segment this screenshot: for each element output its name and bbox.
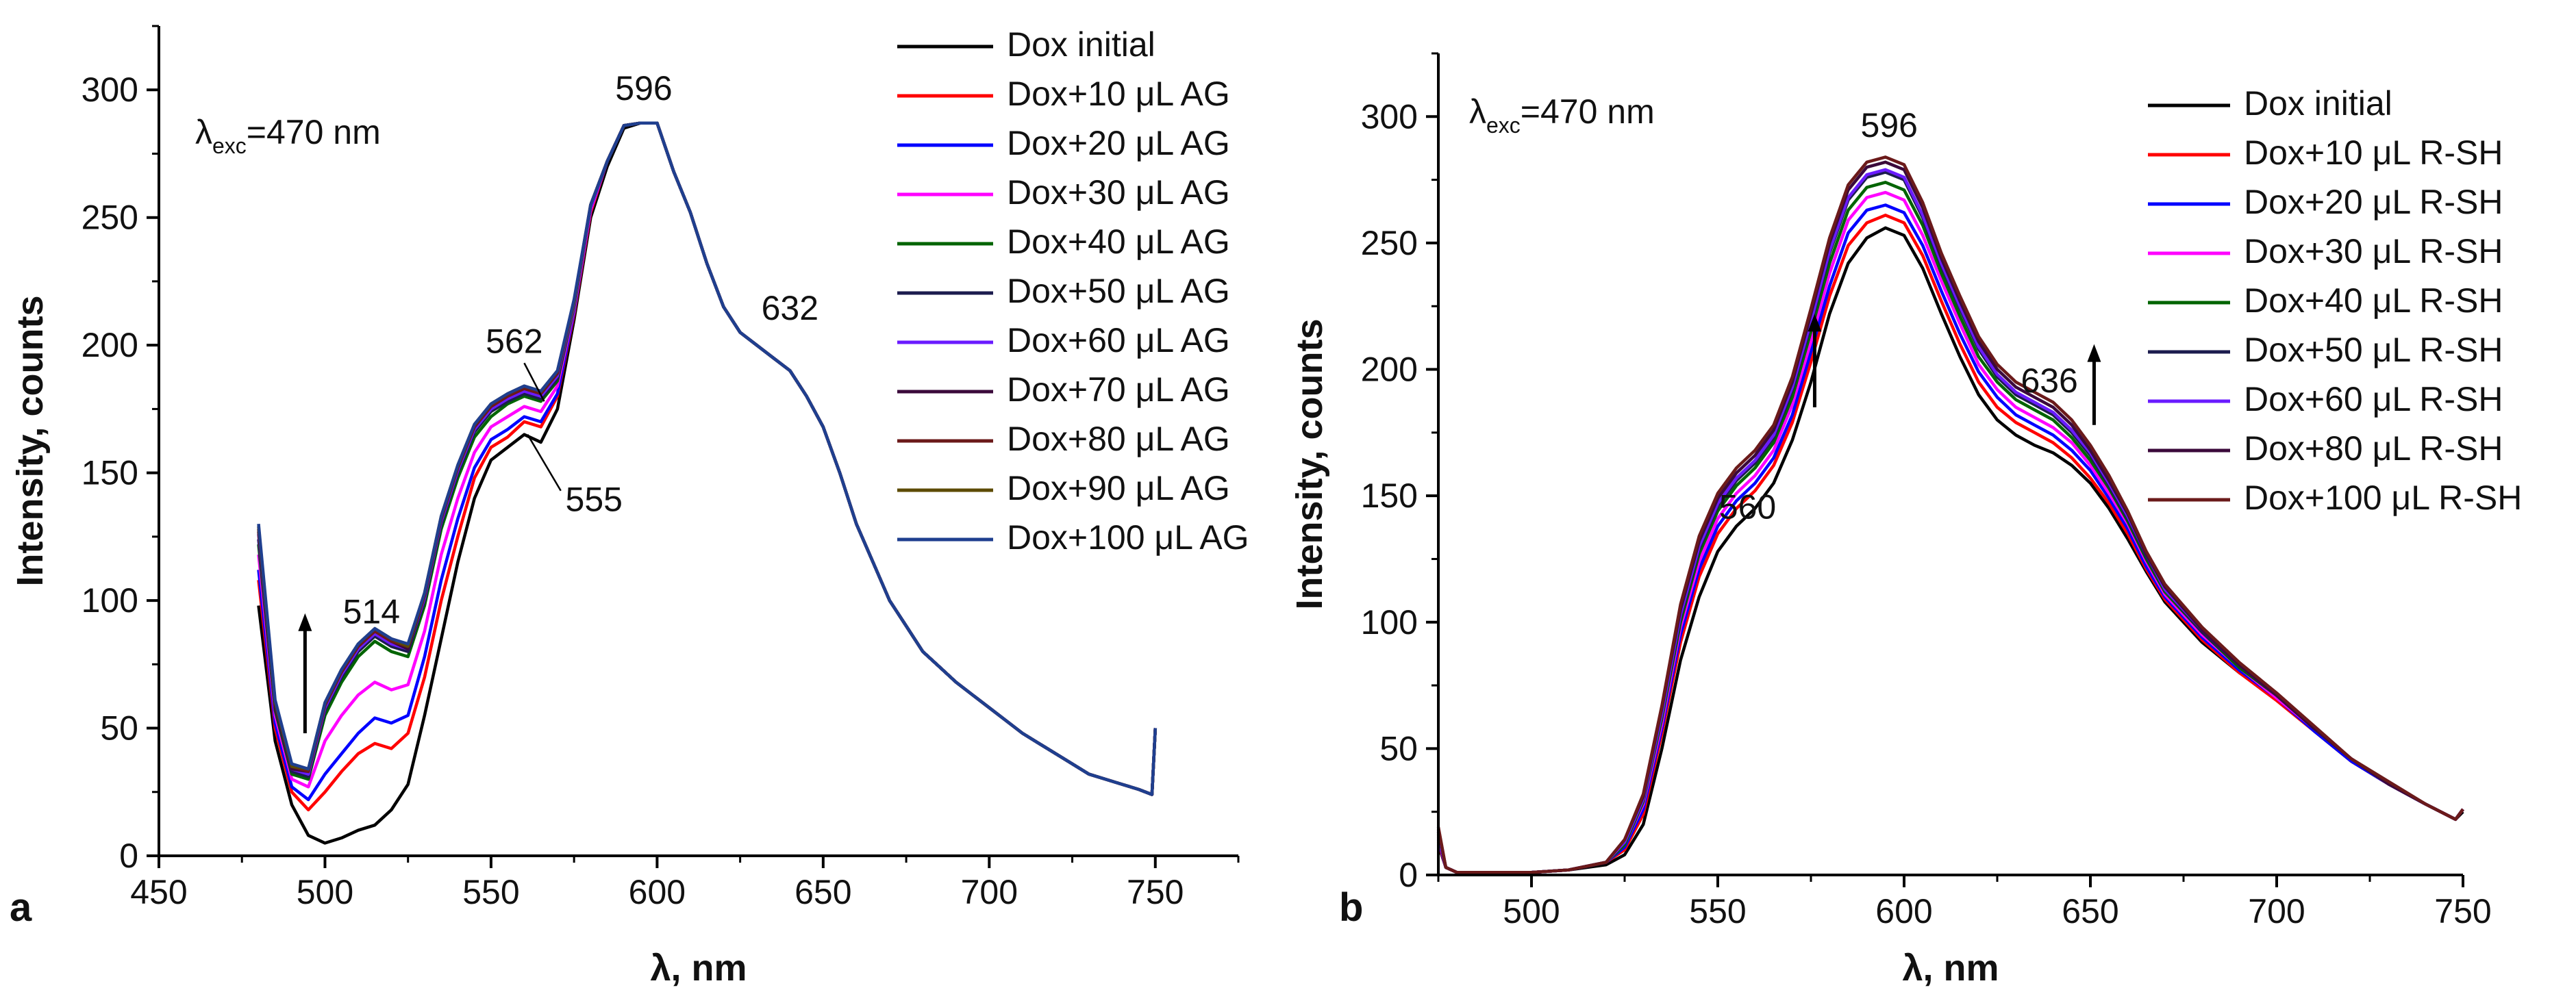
legend-label-1: Dox initial (2244, 84, 2392, 123)
y-tick-label: 50 (1379, 729, 1418, 767)
panel-label: a (10, 885, 32, 930)
peak-label: 514 (343, 593, 400, 631)
legend-label-9: Dox+80 μL AG (1007, 420, 1230, 458)
legend-label-9: Dox+100 μL R-SH (2244, 479, 2522, 517)
y-axis-label: Intensity, counts (1289, 318, 1330, 609)
y-tick-label: 100 (82, 581, 138, 620)
legend-label-3: Dox+20 μL AG (1007, 124, 1230, 162)
legend-label-4: Dox+30 μL AG (1007, 173, 1230, 212)
x-tick-label: 550 (1689, 892, 1746, 930)
y-tick-label: 200 (1361, 351, 1418, 389)
up-arrow-head (298, 613, 312, 631)
legend-label-7: Dox+60 μL R-SH (2244, 380, 2503, 418)
x-tick-label: 450 (130, 873, 187, 911)
y-tick-label: 250 (1361, 224, 1418, 262)
peak-label: 636 (2021, 361, 2077, 400)
peak-label: 560 (1719, 487, 1776, 526)
series-line-11 (257, 121, 1158, 796)
x-tick-label: 700 (2248, 892, 2305, 930)
series-line-3 (1436, 203, 2464, 874)
excitation-annotation: λexc=470 nm (195, 113, 381, 158)
x-tick-label: 650 (795, 873, 851, 911)
y-tick-label: 100 (1361, 603, 1418, 642)
legend-label-4: Dox+30 μL R-SH (2244, 232, 2503, 270)
up-arrow-2-head (2087, 344, 2101, 362)
peak-label: 596 (1861, 106, 1918, 144)
x-axis-label: λ, nm (1902, 948, 1999, 989)
y-tick-label: 250 (82, 199, 138, 237)
legend-label-2: Dox+10 μL R-SH (2244, 134, 2503, 172)
x-tick-label: 600 (629, 873, 686, 911)
x-tick-label: 500 (1503, 892, 1560, 930)
legend-label-8: Dox+80 μL R-SH (2244, 429, 2503, 468)
peak-label: 632 (762, 289, 818, 327)
peak-label: 596 (615, 69, 672, 107)
legend-label-6: Dox+50 μL AG (1007, 272, 1230, 310)
panel-b-chart: 500 550 600 650 700 750 0 50 100 150 200 250 300 λ, n… (1289, 52, 2522, 989)
legend-label-8: Dox+70 μL AG (1007, 370, 1230, 409)
y-tick-label: 50 (100, 709, 138, 748)
legend-label-5: Dox+40 μL R-SH (2244, 281, 2503, 320)
legend-label-10: Dox+90 μL AG (1007, 469, 1230, 507)
y-tick-label: 150 (82, 454, 138, 492)
leader-line-562 (523, 362, 545, 402)
x-tick-label: 750 (2434, 892, 2491, 930)
y-tick-label: 0 (119, 837, 138, 875)
peak-label: 562 (486, 322, 542, 360)
y-axis-label: Intensity, counts (10, 295, 51, 586)
y-tick-label: 200 (82, 326, 138, 364)
legend-label-11: Dox+100 μL AG (1007, 518, 1249, 557)
series-line-9 (1436, 155, 2464, 874)
panel-label: b (1339, 885, 1363, 930)
x-tick-label: 600 (1875, 892, 1932, 930)
legend-label-3: Dox+20 μL R-SH (2244, 183, 2503, 221)
y-tick-label: 0 (1399, 856, 1418, 894)
x-tick-label: 700 (961, 873, 1018, 911)
y-tick-label: 300 (1361, 97, 1418, 136)
panel-a-chart: 450 500 550 600 650 700 750 0 50 100 150 200 250 300 λ… (10, 25, 1249, 989)
legend-label-7: Dox+60 μL AG (1007, 321, 1230, 359)
legend-label-2: Dox+10 μL AG (1007, 75, 1230, 113)
x-axis-label: λ, nm (650, 948, 747, 989)
up-arrow-1-head (1808, 314, 1822, 332)
legend-label-1: Dox initial (1007, 25, 1155, 64)
x-tick-label: 500 (297, 873, 353, 911)
x-tick-label: 750 (1127, 873, 1184, 911)
legend-label-6: Dox+50 μL R-SH (2244, 331, 2503, 369)
excitation-annotation: λexc=470 nm (1469, 92, 1655, 138)
x-tick-label: 550 (462, 873, 519, 911)
series-line-2 (1436, 214, 2464, 874)
y-tick-label: 300 (82, 71, 138, 109)
leader-line-555 (527, 434, 562, 492)
y-tick-label: 150 (1361, 477, 1418, 515)
x-tick-label: 650 (2062, 892, 2118, 930)
legend-label-5: Dox+40 μL AG (1007, 223, 1230, 261)
peak-label: 555 (566, 481, 623, 519)
